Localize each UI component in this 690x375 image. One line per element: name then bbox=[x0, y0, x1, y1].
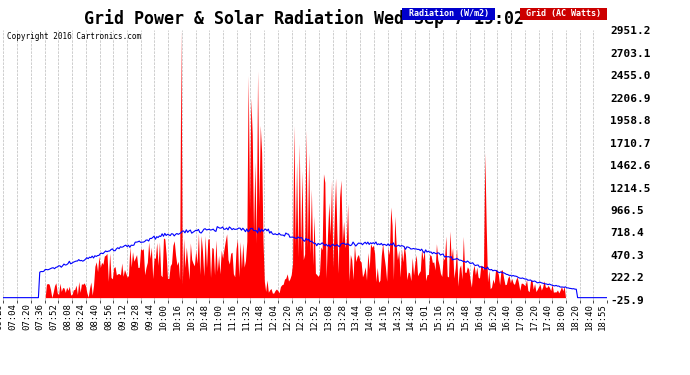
Text: Grid (AC Watts): Grid (AC Watts) bbox=[521, 9, 606, 18]
Text: Radiation (W/m2): Radiation (W/m2) bbox=[404, 9, 493, 18]
Text: Grid Power & Solar Radiation Wed Sep 7 19:02: Grid Power & Solar Radiation Wed Sep 7 1… bbox=[83, 9, 524, 28]
Text: Copyright 2016 Cartronics.com: Copyright 2016 Cartronics.com bbox=[7, 32, 141, 41]
